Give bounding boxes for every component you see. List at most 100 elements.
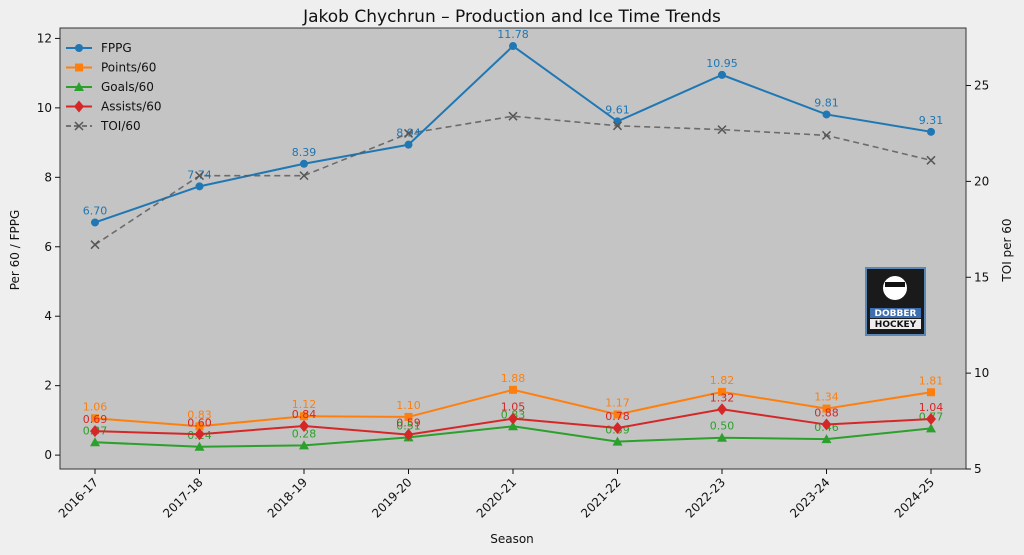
x-tick-label: 2024-25	[892, 475, 937, 520]
data-label: 0.59	[396, 417, 421, 430]
series-assists-60: 0.69 0.60 0.84 0.59 1.05 0.78 1.32 0.88 1.04	[83, 391, 944, 441]
data-point	[90, 437, 100, 447]
data-point	[195, 182, 204, 191]
data-point	[300, 159, 308, 168]
data-label: 8.39	[292, 146, 317, 159]
data-point	[194, 171, 205, 181]
data-point	[822, 404, 831, 413]
data-point	[822, 110, 831, 119]
legend-marker	[75, 44, 83, 52]
data-label: 9.31	[919, 114, 944, 127]
data-point	[612, 422, 623, 435]
data-point	[508, 111, 518, 121]
data-label: 1.88	[501, 372, 526, 385]
legend-marker	[74, 121, 84, 131]
data-point	[509, 42, 517, 51]
data-point	[90, 240, 100, 250]
data-label: 1.17	[605, 396, 630, 409]
series-toi-60	[90, 111, 936, 250]
legend: FPPG Points/60 Goals/60 Assists/60 TOI/60	[66, 41, 162, 133]
data-point	[299, 419, 309, 432]
data-point	[299, 440, 309, 450]
data-label: 0.88	[814, 407, 839, 420]
series-points-60: 1.06 0.83 1.12 1.10 1.88 1.17 1.82 1.34 1.81	[83, 372, 944, 431]
legend-item: TOI/60	[66, 119, 141, 133]
data-label: 0.28	[292, 427, 317, 440]
data-point	[612, 121, 623, 131]
x-tick-label: 2022-23	[683, 475, 728, 520]
legend-item: FPPG	[66, 41, 132, 55]
series-layer: 6.707.748.398.9411.789.6110.959.819.311.…	[83, 28, 944, 451]
y-right-tick-label: 20	[974, 174, 989, 188]
y-left-tick-label: 2	[44, 379, 52, 393]
y-right-tick-label: 15	[974, 270, 989, 284]
data-point	[718, 70, 726, 79]
data-label: 1.10	[396, 399, 421, 412]
data-label: 1.05	[501, 401, 526, 414]
legend-label: Goals/60	[101, 80, 154, 94]
data-label: 1.04	[919, 401, 944, 414]
data-point	[717, 403, 727, 416]
data-label: 1.82	[710, 374, 735, 387]
legend-label: Points/60	[101, 61, 156, 75]
data-label: 0.78	[605, 410, 630, 423]
y-axis-label-left: Per 60 / FPPG	[8, 210, 22, 291]
data-point	[508, 412, 518, 425]
data-point	[612, 436, 623, 446]
x-tick-label: 2017-18	[160, 475, 205, 520]
data-label: 1.34	[814, 391, 839, 404]
y-left-tick-label: 12	[37, 31, 52, 45]
data-point	[403, 428, 414, 441]
data-label: 0.51	[396, 419, 421, 432]
data-point	[299, 171, 309, 181]
data-point	[613, 410, 622, 419]
x-axis-label: Season	[490, 532, 534, 546]
legend-label: TOI/60	[100, 119, 141, 133]
legend-label: FPPG	[101, 41, 132, 55]
x-tick-label: 2023-24	[787, 475, 832, 520]
x-tick-label: 2021-22	[578, 475, 623, 520]
legend-item: Assists/60	[66, 100, 162, 114]
data-point	[194, 441, 205, 451]
data-label: 0.84	[292, 408, 317, 421]
legend-item: Points/60	[66, 61, 156, 75]
y-left-tick-label: 8	[44, 170, 52, 184]
data-point	[926, 412, 936, 425]
chart-title: Jakob Chychrun – Production and Ice Time…	[302, 7, 721, 27]
data-point	[717, 432, 727, 442]
y-left-tick-label: 6	[44, 240, 52, 254]
y-left-tick-label: 4	[44, 309, 52, 323]
data-label: 0.69	[83, 413, 108, 426]
data-label: 9.81	[814, 96, 839, 109]
data-point	[508, 421, 518, 431]
data-label: 1.06	[83, 400, 108, 413]
y-left-tick-label: 0	[44, 448, 52, 462]
data-point	[403, 128, 414, 138]
data-point	[926, 155, 936, 165]
data-point	[509, 385, 517, 394]
data-label: 1.81	[919, 374, 944, 387]
series-line	[94, 115, 932, 246]
data-point	[300, 412, 308, 421]
data-point	[404, 412, 413, 421]
legend-marker	[74, 82, 84, 91]
data-point	[718, 387, 726, 396]
plot-area	[59, 27, 967, 470]
dobber-hockey-logo: DOBBER HOCKEY	[865, 267, 926, 336]
legend-label: Assists/60	[101, 100, 162, 114]
logo-text-2: HOCKEY	[875, 320, 917, 330]
data-label: 6.70	[83, 204, 108, 217]
data-point	[717, 125, 727, 135]
data-label: 9.61	[605, 103, 630, 116]
x-tick-label: 2018-19	[265, 475, 310, 520]
y-right-tick-label: 5	[974, 462, 982, 476]
data-point	[821, 130, 832, 140]
data-label: 0.50	[710, 420, 735, 433]
legend-marker	[74, 100, 84, 113]
data-point	[90, 425, 100, 438]
data-point	[927, 388, 935, 397]
data-label: 1.32	[710, 391, 735, 404]
legend-item: Goals/60	[66, 80, 154, 94]
